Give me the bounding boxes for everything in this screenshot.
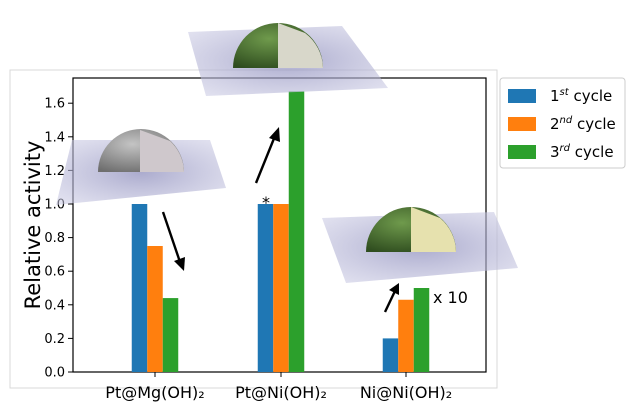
bars: [131, 91, 430, 372]
x-tick-label: Ni@Ni(OH)₂: [360, 383, 452, 402]
trend-arrows: [161, 127, 399, 313]
arrow-up-right-head: [389, 283, 399, 295]
x-tick-label: Pt@Mg(OH)₂: [105, 383, 204, 402]
y-axis-label: Relative activity: [21, 141, 45, 310]
multiplier-annotation: x 10: [433, 288, 468, 307]
arrow-down: [161, 211, 182, 263]
y-tick-label: 0.4: [44, 298, 65, 313]
bar: [147, 246, 163, 372]
bar: [162, 298, 179, 372]
y-tick-label: 0.6: [44, 265, 65, 280]
y-tick-label: 0.2: [44, 332, 65, 347]
grey-hemisphere-core: [140, 130, 184, 172]
x-axis: Pt@Mg(OH)₂ Pt@Ni(OH)₂ Ni@Ni(OH)₂: [105, 372, 452, 402]
y-axis: 0.00.20.40.60.81.01.21.41.6: [44, 97, 73, 381]
y-tick-label: 1.6: [44, 97, 65, 112]
inset-green-hemisphere-small: [322, 207, 518, 283]
bar: [398, 299, 414, 372]
y-tick-label: 0.0: [44, 366, 65, 381]
legend-swatch: [508, 117, 536, 131]
bar: [257, 204, 274, 372]
asterisk-annotation: *: [262, 193, 270, 212]
bar: [288, 91, 305, 372]
inset-plane: [56, 140, 226, 205]
green-hemisphere-core: [411, 207, 456, 252]
legend-swatch: [508, 89, 536, 103]
arrow-down-head: [174, 257, 185, 271]
arrow-up-left-head: [269, 127, 280, 142]
legend-label: 2nd cycle: [550, 115, 616, 133]
inset-green-hemisphere-large: [188, 23, 388, 96]
bar: [382, 338, 399, 372]
bar: [131, 204, 148, 372]
arrow-up-left: [254, 135, 277, 184]
y-tick-label: 0.8: [44, 231, 65, 246]
inset-grey-hemisphere: [56, 129, 226, 205]
bar: [273, 204, 289, 372]
legend-label: 1st cycle: [550, 87, 612, 105]
legend: 1st cycle 2nd cycle 3rd cycle: [499, 77, 626, 169]
y-tick-label: 1.2: [44, 164, 65, 179]
green-hemisphere-core: [278, 23, 323, 68]
x-tick-label: Pt@Ni(OH)₂: [235, 383, 327, 402]
bar: [413, 288, 430, 372]
y-tick-label: 1.4: [44, 130, 65, 145]
legend-label: 3rd cycle: [550, 143, 614, 161]
legend-swatch: [508, 145, 536, 159]
arrow-up-right: [383, 290, 397, 313]
